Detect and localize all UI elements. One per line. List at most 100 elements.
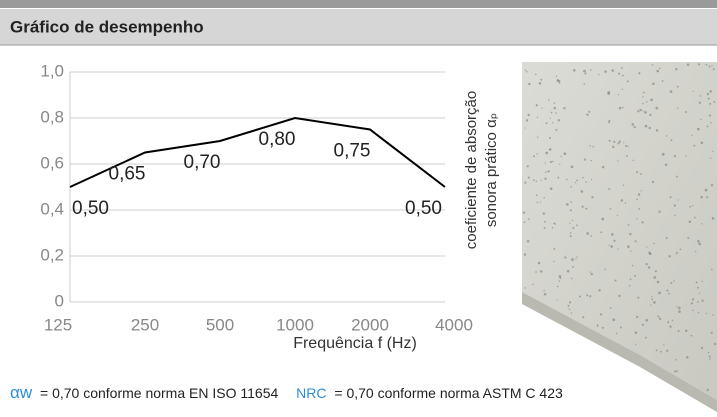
tile-hole xyxy=(544,177,547,180)
tile-hole xyxy=(552,160,554,163)
tile-hole xyxy=(638,72,641,75)
tile-hole xyxy=(527,176,530,179)
tile-hole xyxy=(640,173,642,175)
tile-hole xyxy=(525,119,529,122)
tile-hole xyxy=(582,316,585,319)
tile-hole xyxy=(535,73,537,76)
tile-hole xyxy=(524,127,527,129)
value-label: 0,80 xyxy=(259,129,296,150)
x-tick-label: 4000 xyxy=(435,315,473,334)
tile-hole xyxy=(658,317,662,320)
tile-hole xyxy=(645,262,648,266)
tile-hole xyxy=(581,205,584,208)
tile-hole xyxy=(664,163,668,167)
y-axis-title: coeficiente de absorção xyxy=(463,91,480,249)
tile-hole xyxy=(710,331,713,334)
tile-hole xyxy=(590,235,592,237)
tile-face xyxy=(522,62,717,400)
footer-text: = 0,70 conforme norma EN ISO 11654 xyxy=(40,385,278,401)
tile-hole xyxy=(700,346,704,350)
tile-hole xyxy=(679,248,682,251)
tile-hole xyxy=(540,179,542,182)
tile-hole xyxy=(543,293,547,296)
tile-hole xyxy=(620,326,622,329)
tile-hole xyxy=(627,245,630,249)
tile-hole xyxy=(554,223,557,225)
tile-hole xyxy=(583,83,585,85)
tile-hole xyxy=(535,271,537,273)
tile-hole xyxy=(663,344,665,346)
tile-hole xyxy=(676,306,678,308)
tile-hole xyxy=(585,181,587,183)
tile-hole xyxy=(610,245,613,248)
tile-hole xyxy=(657,315,660,318)
tile-hole xyxy=(692,205,694,207)
nrc-label: NRC xyxy=(296,385,326,401)
y-tick-label: 0,6 xyxy=(40,153,64,172)
tile-hole xyxy=(568,301,572,304)
tile-hole xyxy=(642,91,645,94)
tile-hole xyxy=(707,97,710,100)
tile-hole xyxy=(673,280,675,282)
tile-hole xyxy=(608,244,610,246)
tile-hole xyxy=(590,178,593,181)
tile-hole xyxy=(612,318,616,322)
tile-hole xyxy=(536,136,539,138)
tile-hole xyxy=(588,110,591,113)
tile-hole xyxy=(540,78,543,81)
tile-hole xyxy=(548,99,550,101)
tile-hole xyxy=(572,219,574,222)
tile-hole xyxy=(638,208,641,210)
tile-hole xyxy=(667,321,670,324)
tile-hole xyxy=(598,289,601,292)
tile-hole xyxy=(522,211,526,214)
tile-hole xyxy=(586,294,589,297)
tile-hole xyxy=(710,184,714,187)
tile-hole xyxy=(637,193,641,196)
data-line xyxy=(69,116,446,188)
tile-hole xyxy=(600,231,603,234)
tile-hole xyxy=(709,358,711,360)
tile-hole xyxy=(609,188,611,191)
tile-hole xyxy=(539,270,543,273)
tile-hole xyxy=(648,126,651,130)
tile-hole xyxy=(710,121,712,124)
tile-hole xyxy=(708,114,712,117)
tile-hole xyxy=(625,144,627,147)
tile-hole xyxy=(528,82,531,86)
tile-hole xyxy=(660,350,662,353)
footer-text: = 0,70 conforme norma ASTM C 423 xyxy=(334,385,563,401)
tile-hole xyxy=(652,82,655,86)
tile-hole xyxy=(568,308,571,310)
tile-hole xyxy=(630,250,632,252)
tile-hole xyxy=(613,239,616,242)
value-label: 0,50 xyxy=(405,198,442,219)
tile-hole xyxy=(570,165,574,169)
tile-hole xyxy=(665,236,668,240)
tile-hole xyxy=(706,92,710,96)
tile-hole xyxy=(532,283,534,286)
tile-hole xyxy=(596,325,599,327)
x-tick-label: 500 xyxy=(206,315,234,334)
tile-hole xyxy=(706,388,709,392)
value-label: 0,65 xyxy=(109,164,146,185)
tile-hole xyxy=(687,237,690,240)
x-axis-title: Frequência f (Hz) xyxy=(293,335,417,352)
tile-hole xyxy=(615,332,618,335)
y-tick-label: 0 xyxy=(55,291,64,310)
tile-hole xyxy=(556,299,558,301)
tile-hole xyxy=(590,159,593,162)
tile-hole xyxy=(666,289,669,292)
tile-hole xyxy=(629,232,632,236)
tile-hole xyxy=(712,314,714,316)
tile-hole xyxy=(536,116,539,118)
tile-hole xyxy=(592,145,594,148)
x-tick-label: 1000 xyxy=(276,315,314,334)
tile-hole xyxy=(699,95,702,97)
tile-hole xyxy=(690,302,694,305)
tile-hole xyxy=(693,144,696,147)
tile-hole xyxy=(560,155,562,158)
tile-hole xyxy=(651,298,654,301)
header-bar xyxy=(0,9,717,45)
